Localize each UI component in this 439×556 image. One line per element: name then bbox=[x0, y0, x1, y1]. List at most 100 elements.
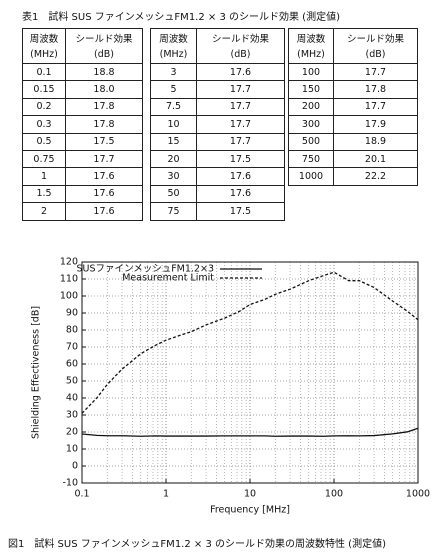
y-tick-label: 50 bbox=[66, 376, 78, 387]
table-row: 1 17.6 bbox=[22, 167, 143, 186]
plot-frame bbox=[81, 261, 419, 484]
header-row: (MHz) (dB) bbox=[22, 46, 143, 64]
header-cell: (dB) bbox=[196, 46, 285, 64]
y-tick-label: 0 bbox=[72, 461, 78, 472]
header-cell: (MHz) bbox=[22, 46, 66, 64]
table-row: 20 17.5 bbox=[150, 149, 285, 169]
table-cell: 2 bbox=[22, 202, 66, 221]
y-tick-label: 100 bbox=[60, 291, 78, 302]
legend-label: Measurement Limit bbox=[122, 273, 214, 284]
table-cell: 17.7 bbox=[333, 62, 418, 82]
y-tick-label: 10 bbox=[66, 444, 78, 455]
header-row: (MHz) (dB) bbox=[150, 46, 285, 64]
table-row: 0.75 17.7 bbox=[22, 149, 143, 169]
table-cell: 30 bbox=[150, 167, 197, 186]
table-cell: 75 bbox=[150, 202, 197, 221]
table-row: 500 18.9 bbox=[288, 132, 418, 151]
table-cell: 17.5 bbox=[196, 202, 285, 221]
y-tick-label: 110 bbox=[60, 274, 78, 285]
table-row: 750 20.1 bbox=[288, 149, 418, 169]
table-cell: 3 bbox=[150, 62, 197, 82]
table-row: 50 17.6 bbox=[150, 184, 285, 204]
table-group: 周波数 シールド効果 (MHz) (dB) 0.1 18.8 0.15 18.0 0.2 17.8… bbox=[22, 28, 143, 221]
table-cell: 0.75 bbox=[22, 149, 66, 169]
table-cell: 0.5 bbox=[22, 132, 66, 151]
table-row: 15 17.7 bbox=[150, 132, 285, 151]
table-cell: 150 bbox=[288, 80, 334, 99]
table-row: 30 17.6 bbox=[150, 167, 285, 186]
header-row: 周波数 シールド効果 bbox=[22, 28, 143, 46]
table-cell: 200 bbox=[288, 97, 334, 117]
x-tick-label: 1000 bbox=[406, 489, 430, 500]
header-cell: 周波数 bbox=[22, 28, 66, 46]
table-row: 100 17.7 bbox=[288, 62, 418, 82]
header-cell: 周波数 bbox=[150, 28, 197, 46]
table-cell: 17.7 bbox=[196, 132, 285, 151]
table-row: 1.5 17.6 bbox=[22, 184, 143, 204]
table-row: 0.5 17.5 bbox=[22, 132, 143, 151]
table-cell: 17.5 bbox=[65, 132, 143, 151]
y-tick-label: 90 bbox=[66, 308, 78, 319]
header-cell: シールド効果 bbox=[65, 28, 143, 46]
table-cell: 17.6 bbox=[196, 184, 285, 204]
legend-label: SUSファインメッシュFM1.2×3 bbox=[76, 264, 214, 275]
header-cell: (dB) bbox=[65, 46, 143, 64]
table-cell: 100 bbox=[288, 62, 334, 82]
table-cell: 18.8 bbox=[65, 62, 143, 82]
header-cell: 周波数 bbox=[288, 28, 334, 46]
table-cell: 10 bbox=[150, 115, 197, 134]
figure-caption: 図1 試料 SUS ファインメッシュFM1.2 × 3 のシールド効果の周波数特… bbox=[8, 539, 386, 550]
y-tick-label: 20 bbox=[66, 427, 78, 438]
header-row: 周波数 シールド効果 bbox=[150, 28, 285, 46]
table-group: 周波数 シールド効果 (MHz) (dB) 100 17.7 150 17.8 200 17.7 3… bbox=[288, 28, 418, 186]
table-cell: 17.7 bbox=[333, 97, 418, 117]
series-line bbox=[81, 271, 419, 414]
table-row: 7.5 17.7 bbox=[150, 97, 285, 117]
table-cell: 1000 bbox=[288, 167, 334, 186]
table-row: 3 17.6 bbox=[150, 62, 285, 82]
header-cell: (dB) bbox=[333, 46, 418, 64]
table-row: 75 17.5 bbox=[150, 202, 285, 221]
x-tick-label: 0.1 bbox=[74, 489, 89, 500]
y-tick-label: 40 bbox=[66, 393, 78, 404]
table-cell: 500 bbox=[288, 132, 334, 151]
header-row: 周波数 シールド効果 bbox=[288, 28, 418, 46]
table-cell: 0.2 bbox=[22, 97, 66, 117]
header-cell: (MHz) bbox=[150, 46, 197, 64]
y-tick-label: 30 bbox=[66, 410, 78, 421]
table-cell: 0.3 bbox=[22, 115, 66, 134]
header-row: (MHz) (dB) bbox=[288, 46, 418, 64]
table-cell: 17.7 bbox=[196, 115, 285, 134]
table-cell: 1 bbox=[22, 167, 66, 186]
table-row: 0.1 18.8 bbox=[22, 62, 143, 82]
table-cell: 20.1 bbox=[333, 149, 418, 169]
table-cell: 22.2 bbox=[333, 167, 418, 186]
y-tick-label: 70 bbox=[66, 342, 78, 353]
header-cell: シールド効果 bbox=[196, 28, 285, 46]
header-cell: シールド効果 bbox=[333, 28, 418, 46]
table-row: 1000 22.2 bbox=[288, 167, 418, 186]
table-cell: 750 bbox=[288, 149, 334, 169]
table-cell: 17.9 bbox=[333, 115, 418, 134]
table-row: 2 17.6 bbox=[22, 202, 143, 221]
table-group: 周波数 シールド効果 (MHz) (dB) 3 17.6 5 17.7 7.5 17.7 10 17.… bbox=[150, 28, 285, 221]
table-cell: 17.6 bbox=[196, 62, 285, 82]
table-cell: 17.6 bbox=[65, 202, 143, 221]
table-cell: 17.8 bbox=[65, 115, 143, 134]
table-cell: 18.9 bbox=[333, 132, 418, 151]
x-axis-label: Frequency [MHz] bbox=[210, 505, 290, 516]
table-row: 10 17.7 bbox=[150, 115, 285, 134]
header-cell: (MHz) bbox=[288, 46, 334, 64]
table-cell: 7.5 bbox=[150, 97, 197, 117]
table-cell: 17.7 bbox=[196, 97, 285, 117]
table-cell: 17.5 bbox=[196, 149, 285, 169]
table-cell: 18.0 bbox=[65, 80, 143, 99]
table-cell: 20 bbox=[150, 149, 197, 169]
y-tick-label: 80 bbox=[66, 325, 78, 336]
table-row: 0.3 17.8 bbox=[22, 115, 143, 134]
table-cell: 17.6 bbox=[196, 167, 285, 186]
table-cell: 17.8 bbox=[65, 97, 143, 117]
table-cell: 300 bbox=[288, 115, 334, 134]
table-row: 0.2 17.8 bbox=[22, 97, 143, 117]
